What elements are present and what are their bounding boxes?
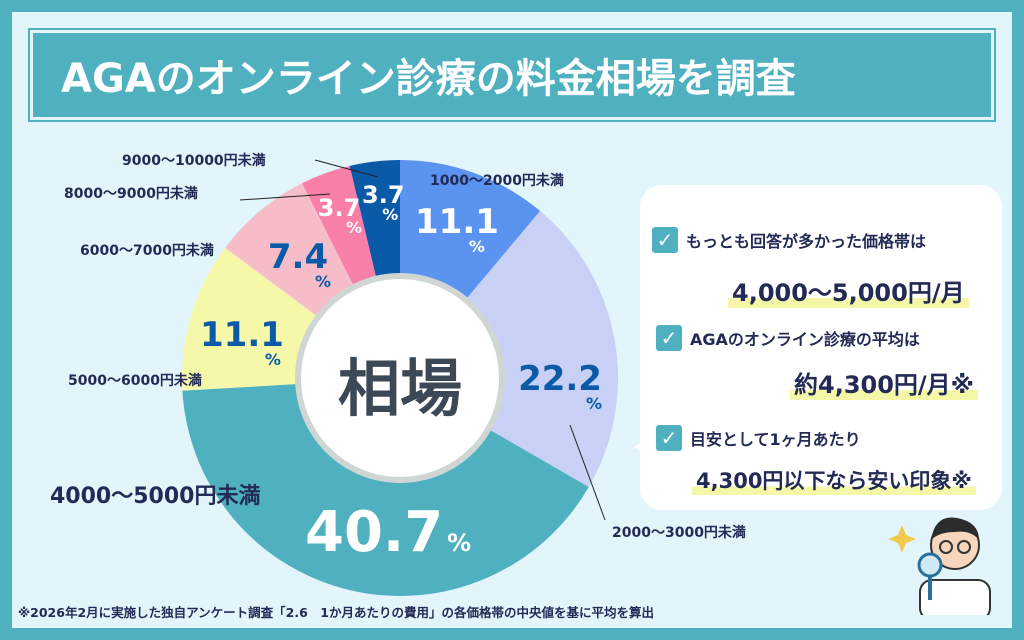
category-label: 2000〜3000円未満 xyxy=(612,525,746,541)
sparkle-icon xyxy=(888,525,916,553)
value-label: 22.2% xyxy=(518,359,603,413)
value-label: 7.4% xyxy=(267,237,332,291)
checkbox-icon: ✓ xyxy=(656,325,682,351)
leader-line xyxy=(239,193,331,201)
summary-label: AGAのオンライン診療の平均は xyxy=(690,330,920,349)
summary-label: もっとも回答が多かった価格帯は xyxy=(686,232,927,251)
leader-line xyxy=(314,159,379,178)
category-label: 5000〜6000円未満 xyxy=(68,373,202,389)
magnifier-icon xyxy=(917,552,943,578)
value-label: 3.7% xyxy=(317,194,363,237)
summary-label: 目安として1ヶ月あたり xyxy=(690,430,861,449)
value-label: 3.7% xyxy=(362,181,405,224)
summary-item: ✓ AGAのオンライン診療の平均は xyxy=(656,325,920,351)
summary-value: 4,300円以下なら安い印象※ xyxy=(692,465,976,495)
value-label: 11.1% xyxy=(200,315,284,369)
checkbox-icon: ✓ xyxy=(656,425,682,451)
summary-item: ✓ もっとも回答が多かった価格帯は xyxy=(652,227,926,253)
page-title: AGAのオンライン診療の料金相場を調査 xyxy=(28,28,996,122)
leader-line xyxy=(569,424,606,521)
value-label: 11.1% xyxy=(415,202,499,256)
doctor-illustration xyxy=(888,517,991,615)
summary-value: 約4,300円/月※ xyxy=(790,365,979,400)
category-label: 9000〜10000円未満 xyxy=(122,153,266,169)
footnote: ※2026年2月に実施した独自アンケート調査「2.6 1か月あたりの費用」の各価… xyxy=(18,605,654,620)
summary-panel: ✓ もっとも回答が多かった価格帯は 4,000〜5,000円/月 ✓ AGAのオンラ… xyxy=(634,185,1002,510)
center-circle xyxy=(295,273,505,483)
value-label: 40.7% xyxy=(305,500,472,565)
category-label: 8000〜9000円未満 xyxy=(64,186,198,202)
category-label: 6000〜7000円未満 xyxy=(80,243,214,259)
slice-2 xyxy=(400,211,618,487)
summary-value: 4,000〜5,000円/月 xyxy=(728,273,969,308)
category-label: 4000〜5000円未満 xyxy=(50,484,261,509)
center-label: 相場 xyxy=(337,352,462,425)
checkbox-icon: ✓ xyxy=(652,227,678,253)
category-label: 1000〜2000円未満 xyxy=(430,173,564,189)
summary-item: ✓ 目安として1ヶ月あたり xyxy=(656,425,861,451)
